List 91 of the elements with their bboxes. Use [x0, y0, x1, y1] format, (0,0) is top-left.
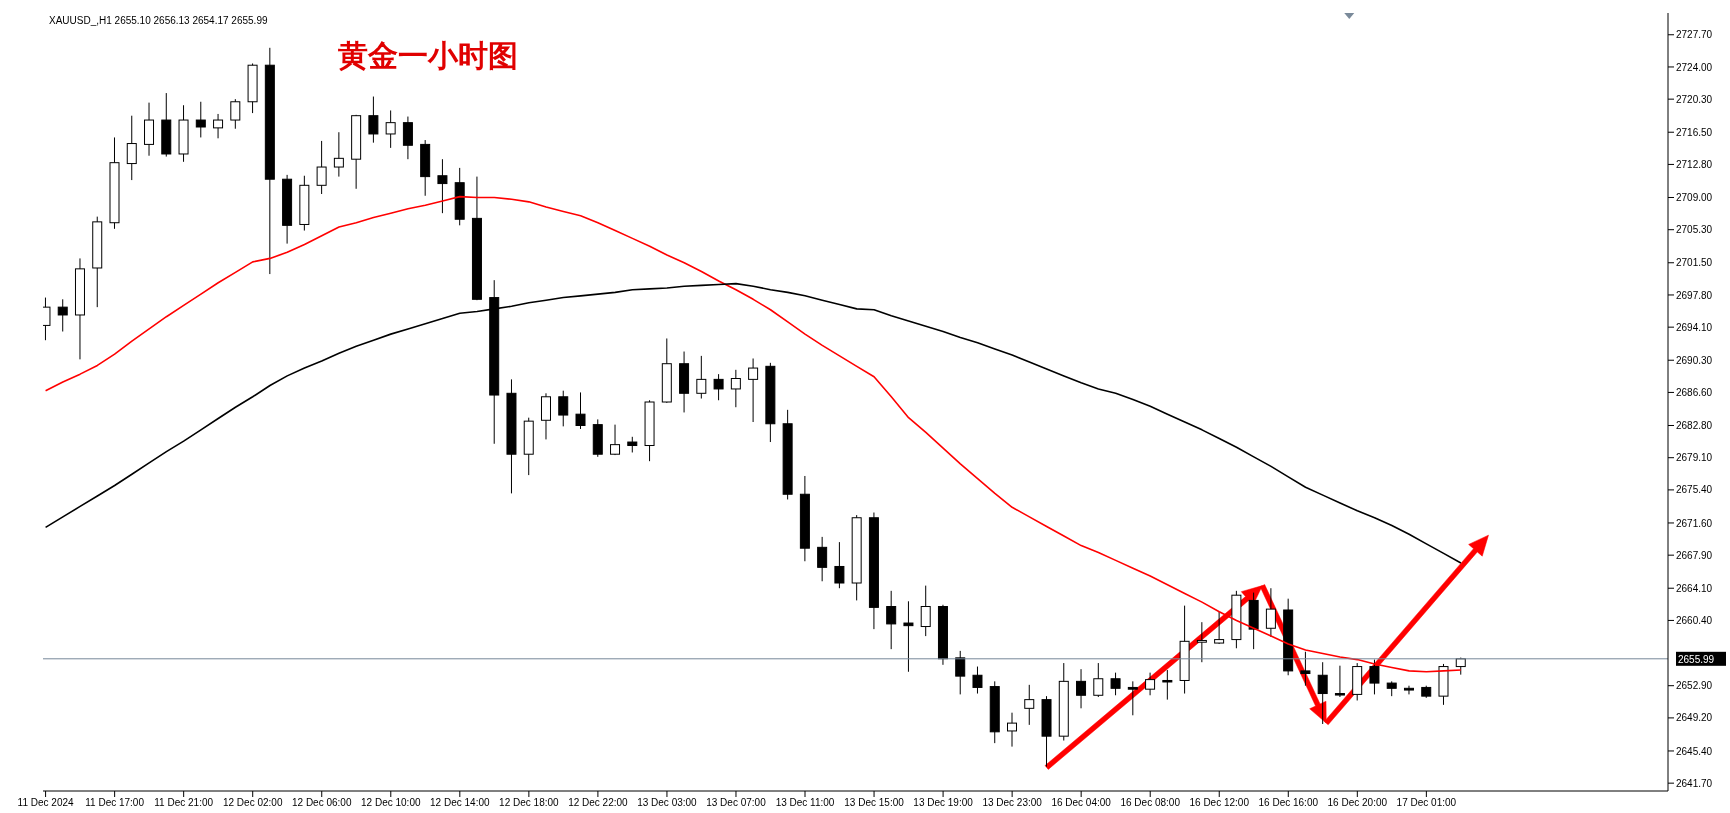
y-tick-label: 2671.60 [1676, 517, 1713, 529]
line-series [44, 282, 1462, 564]
candlestick [1145, 672, 1156, 696]
candlestick [713, 373, 724, 401]
y-tick-label: 2694.10 [1676, 321, 1713, 333]
candlestick [316, 140, 327, 195]
x-tick-label: 16 Dec 04:00 [1051, 797, 1112, 809]
x-tick-label: 13 Dec 11:00 [775, 797, 835, 809]
y-tick-label: 2690.30 [1676, 354, 1713, 366]
x-tick-label: 16 Dec 20:00 [1327, 797, 1388, 809]
candlestick [1127, 680, 1138, 716]
candlestick [834, 541, 845, 589]
candlestick [195, 101, 206, 138]
candlestick [972, 666, 983, 695]
candlestick [1265, 587, 1276, 638]
y-tick-label: 2667.90 [1676, 549, 1713, 561]
x-tick-label: 16 Dec 16:00 [1258, 797, 1319, 809]
y-tick-label: 2649.20 [1676, 712, 1713, 724]
x-tick-label: 12 Dec 02:00 [222, 797, 283, 809]
candlestick [1110, 672, 1121, 696]
x-tick-label: 11 Dec 21:00 [154, 797, 214, 809]
y-tick-label: 2712.80 [1676, 158, 1713, 170]
y-tick-label: 2720.30 [1676, 93, 1713, 105]
line-series [44, 195, 1462, 673]
candlestick [1334, 665, 1345, 698]
candlestick [1369, 659, 1380, 695]
candlestick [610, 424, 621, 456]
y-tick-label: 2701.50 [1676, 257, 1713, 269]
y-tick-label: 2697.80 [1676, 289, 1713, 301]
x-tick-label: 12 Dec 10:00 [361, 797, 421, 809]
x-tick-label: 12 Dec 22:00 [568, 797, 629, 809]
x-tick-label: 11 Dec 2024 [17, 797, 75, 809]
candlestick [385, 109, 396, 149]
y-tick-label: 2641.70 [1676, 777, 1713, 789]
x-tick-label: 13 Dec 19:00 [913, 797, 974, 809]
candlestick [126, 115, 137, 181]
x-tick-label: 13 Dec 07:00 [706, 797, 767, 809]
candlestick [1214, 611, 1225, 645]
y-tick-label: 2724.00 [1676, 61, 1713, 73]
candlestick [1196, 621, 1207, 663]
candlestick [1300, 651, 1311, 687]
y-tick-label: 2679.10 [1676, 452, 1713, 464]
y-tick-label: 2645.40 [1676, 745, 1713, 757]
candlestick [575, 391, 586, 430]
candlestick [540, 392, 551, 440]
chart-subtitle: XAUUSD_,H1 2655.10 2656.13 2654.17 2655.99 [49, 15, 268, 26]
x-tick-label: 13 Dec 23:00 [982, 797, 1043, 809]
y-tick-label: 2716.50 [1676, 126, 1713, 138]
candlestick [402, 116, 413, 160]
y-tick-label: 2727.70 [1676, 29, 1713, 41]
y-tick-label: 2682.80 [1676, 420, 1713, 432]
y-tick-label: 2664.10 [1676, 582, 1713, 594]
candlestick [1093, 662, 1104, 698]
x-tick-label: 13 Dec 03:00 [637, 797, 698, 809]
candlestick [1007, 712, 1017, 748]
candlestick [886, 590, 897, 650]
x-tick-label: 16 Dec 12:00 [1189, 797, 1250, 809]
y-tick-label: 2660.40 [1676, 614, 1713, 626]
candlestick [333, 131, 344, 178]
x-tick-label: 17 Dec 01:00 [1396, 797, 1457, 809]
candlestick [920, 585, 931, 637]
y-tick-label: 2675.40 [1676, 484, 1713, 496]
candlestick [1076, 668, 1087, 709]
candlestick [748, 357, 759, 423]
candlestick [558, 390, 569, 427]
candlestick [1024, 684, 1035, 726]
candlestick [368, 96, 379, 144]
x-tick-label: 11 Dec 17:00 [85, 797, 145, 809]
candlestick [817, 536, 828, 582]
candlestick [213, 113, 224, 139]
x-tick-label: 16 Dec 08:00 [1120, 797, 1181, 809]
text: 黄金一小时图 [338, 37, 518, 75]
ref-line-label: 2655.99 [1678, 653, 1715, 665]
candlestick [730, 369, 741, 408]
candlestick [955, 650, 966, 695]
candlestick [230, 98, 241, 130]
candlestick [903, 600, 914, 673]
x-tick-label: 12 Dec 18:00 [499, 797, 560, 809]
y-tick-label: 2705.30 [1676, 224, 1713, 236]
candlestick [1162, 669, 1173, 701]
candlestick [1317, 661, 1328, 725]
x-tick-label: 12 Dec 14:00 [430, 797, 490, 809]
candlestick [696, 355, 707, 400]
x-tick-label: 13 Dec 15:00 [844, 797, 905, 809]
candlestick [437, 158, 448, 214]
y-tick-label: 2686.60 [1676, 386, 1713, 398]
y-tick-label: 2709.00 [1676, 192, 1713, 204]
x-tick-label: 12 Dec 06:00 [291, 797, 352, 809]
candlestick [57, 298, 68, 333]
candlestick [1403, 685, 1414, 695]
y-tick-label: 2652.90 [1676, 680, 1713, 692]
